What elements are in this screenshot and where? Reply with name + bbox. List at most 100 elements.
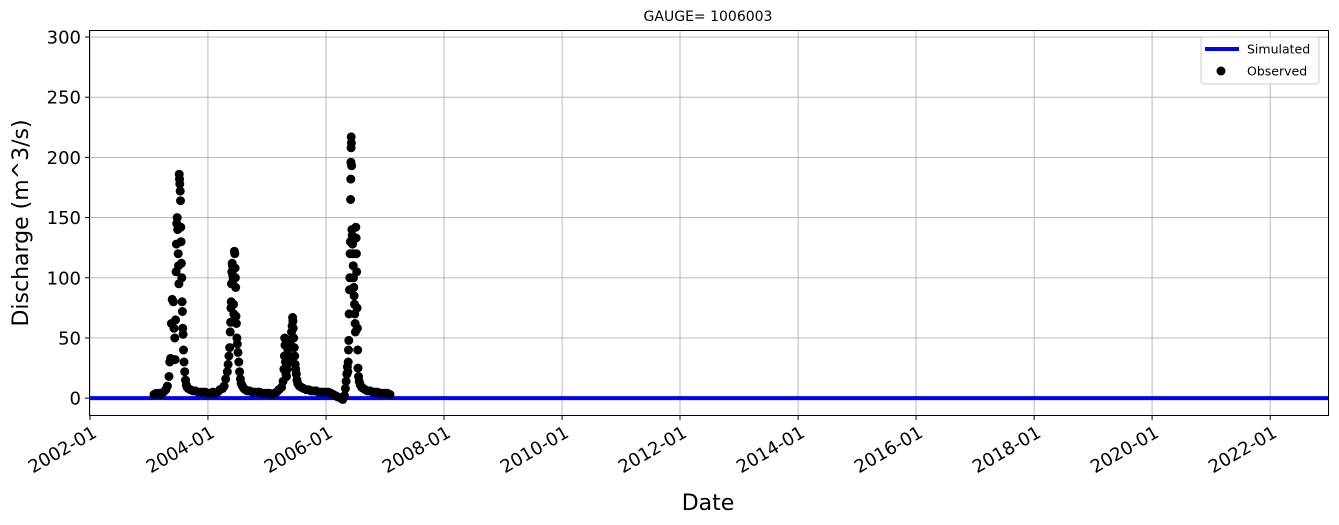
observed-point xyxy=(178,329,188,339)
observed-point xyxy=(224,351,234,361)
observed-point xyxy=(230,263,240,273)
observed-point xyxy=(234,357,244,367)
observed-point xyxy=(340,391,349,401)
y-axis-title: Discharge (m^3/s) xyxy=(9,119,34,326)
observed-point xyxy=(219,381,229,391)
observed-point xyxy=(164,372,174,381)
observed-point xyxy=(225,327,235,337)
observed-point xyxy=(351,249,361,259)
observed-point xyxy=(353,363,363,373)
x-tick-label: 2002-01 xyxy=(25,422,101,478)
plot-frame xyxy=(89,30,1329,416)
observed-point xyxy=(346,174,356,184)
y-tick-label: 300 xyxy=(47,28,81,49)
legend-simulated-label: Simulated xyxy=(1247,42,1310,57)
x-tick-label: 2022-01 xyxy=(1205,422,1281,478)
observed-point xyxy=(289,333,299,343)
legend-observed-dot-icon xyxy=(1216,66,1226,76)
x-tick-label: 2010-01 xyxy=(497,422,573,478)
observed-point xyxy=(162,381,172,391)
x-tick-label: 2016-01 xyxy=(851,422,927,478)
y-tick-label: 0 xyxy=(70,389,81,410)
observed-point xyxy=(346,195,356,204)
x-tick-label: 2012-01 xyxy=(615,422,691,478)
y-tick-label: 200 xyxy=(47,148,81,169)
observed-point xyxy=(168,297,178,307)
y-tick-label: 100 xyxy=(47,268,81,289)
tick-layer: 0 50 100 150 200 250 300 2002-01 2004-01 2006-01 2… xyxy=(25,28,1281,478)
observed-point xyxy=(343,367,353,377)
observed-point xyxy=(176,237,186,247)
observed-point xyxy=(231,282,241,292)
observed-point xyxy=(288,323,298,333)
observed-point xyxy=(232,339,242,349)
observed-point xyxy=(223,359,233,369)
observed-point xyxy=(180,367,190,377)
observed-point xyxy=(344,345,353,355)
observed-point xyxy=(230,273,240,283)
observed-point xyxy=(385,390,395,399)
observed-point xyxy=(349,291,359,301)
observed-point xyxy=(171,315,181,325)
x-tick-label: 2004-01 xyxy=(143,422,219,478)
chart-title: GAUGE= 1006003 xyxy=(644,9,773,25)
observed-point xyxy=(231,311,241,321)
observed-point xyxy=(353,345,363,355)
observed-point xyxy=(176,258,186,268)
y-tick-label: 50 xyxy=(58,328,81,349)
observed-point xyxy=(352,303,362,313)
observed-point xyxy=(352,323,362,333)
grid-layer xyxy=(89,31,1329,415)
observed-point xyxy=(344,335,354,345)
observed-point xyxy=(173,249,183,259)
x-tick-label: 2020-01 xyxy=(1087,422,1163,478)
observed-point xyxy=(290,351,300,361)
observed-point xyxy=(346,138,356,148)
y-tick-label: 250 xyxy=(47,88,81,109)
observed-point xyxy=(176,196,185,206)
x-tick-label: 2018-01 xyxy=(969,422,1045,478)
legend-observed-label: Observed xyxy=(1247,64,1307,79)
observed-point xyxy=(349,282,359,292)
observed-point xyxy=(233,347,243,357)
observed-point xyxy=(343,357,353,367)
observed-point xyxy=(341,376,351,386)
x-tick-label: 2006-01 xyxy=(261,422,337,478)
observed-point xyxy=(231,319,241,328)
x-tick-label: 2008-01 xyxy=(379,422,455,478)
observed-point xyxy=(177,273,187,283)
observed-point xyxy=(170,355,180,365)
observed-point xyxy=(179,345,188,355)
observed-point xyxy=(229,299,238,309)
observed-point xyxy=(352,267,362,277)
x-axis-title: Date xyxy=(682,491,735,516)
legend: Simulated Observed xyxy=(1200,36,1320,85)
observed-point xyxy=(175,179,185,189)
observed-point xyxy=(225,343,235,353)
observed-point xyxy=(179,357,189,367)
observed-point xyxy=(169,323,179,333)
observed-point xyxy=(347,161,357,171)
data-layer xyxy=(90,132,1329,404)
observed-point xyxy=(222,367,232,377)
observed-point xyxy=(176,222,186,232)
observed-point xyxy=(351,233,361,243)
observed-point xyxy=(175,186,185,196)
x-tick-label: 2014-01 xyxy=(733,422,809,478)
observed-point xyxy=(221,374,231,384)
observed-point xyxy=(351,222,361,232)
observed-point xyxy=(340,384,350,393)
observed-point xyxy=(172,213,182,223)
observed-point xyxy=(235,367,245,377)
observed-point xyxy=(288,316,298,326)
observed-point xyxy=(282,364,292,374)
observed-point xyxy=(177,307,187,316)
observed-point xyxy=(282,372,291,381)
y-tick-label: 150 xyxy=(47,208,81,229)
observed-point xyxy=(177,297,187,307)
observed-point xyxy=(289,343,299,353)
observed-point xyxy=(170,333,180,343)
observed-point xyxy=(230,249,240,259)
